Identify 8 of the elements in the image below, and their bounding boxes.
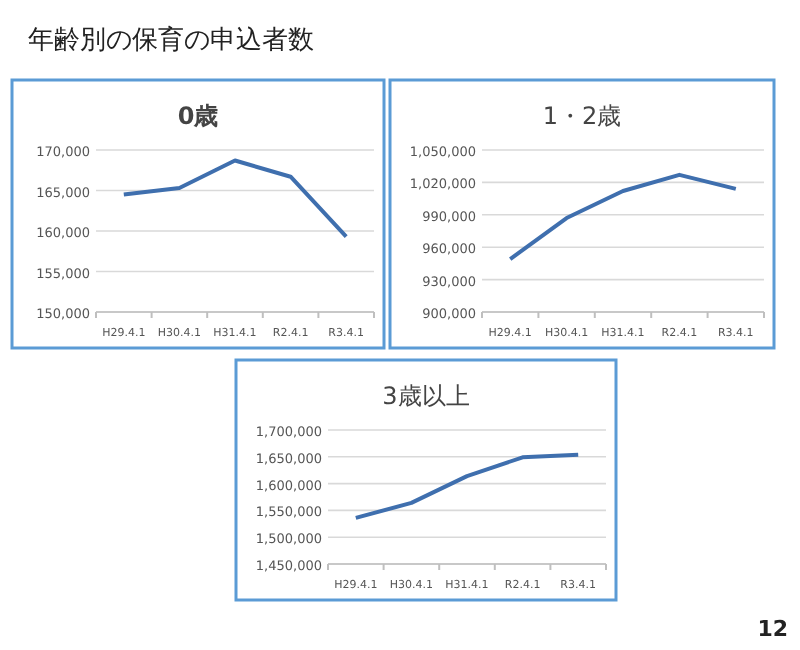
line-series [508, 172, 738, 262]
chart-title: 0歳 [177, 102, 219, 130]
text: 年齢別の保育の申込者数 [28, 24, 314, 56]
chart-title: 3歳以上 [382, 382, 470, 410]
chart-title: 1・2歳 [542, 102, 622, 130]
line-series [353, 452, 581, 520]
line-series [121, 158, 349, 239]
text: 12 [757, 616, 788, 642]
